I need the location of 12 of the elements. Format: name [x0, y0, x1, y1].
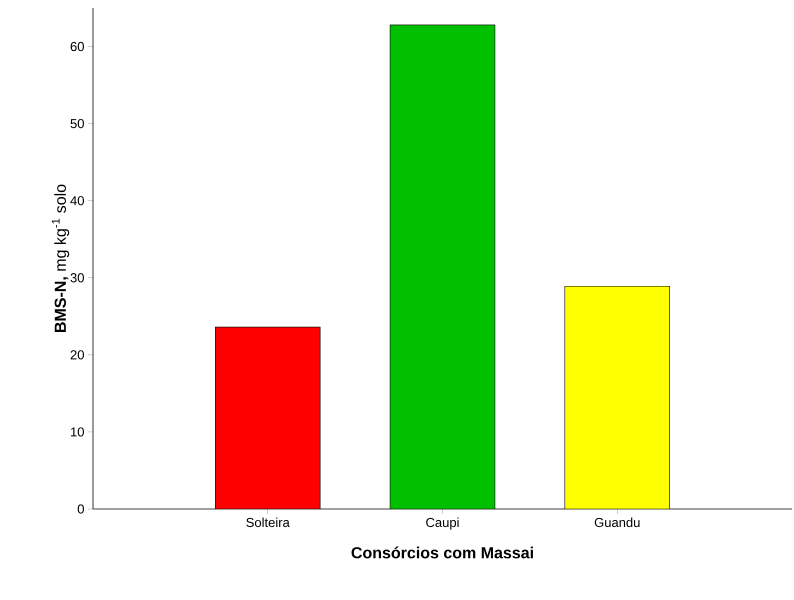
y-tick-label: 10	[70, 427, 84, 437]
y-axis-title: BMS-N, mg kg$^{-1}$ solo	[52, 184, 70, 332]
y-tick-label: 30	[70, 273, 84, 282]
x-tick-label: Solteira	[246, 518, 290, 528]
x-tick-label: Caupi	[426, 518, 459, 530]
x-axis-title: Consórcios com Massai	[352, 546, 533, 558]
y-tick-label: 40	[70, 196, 84, 206]
y-tick-label: 50	[70, 119, 84, 128]
y-tick-label: 20	[70, 350, 84, 360]
x-tick-label: Guandu	[594, 518, 640, 528]
y-tick-label: 0	[78, 504, 84, 514]
y-tick-label: 60	[70, 42, 84, 52]
